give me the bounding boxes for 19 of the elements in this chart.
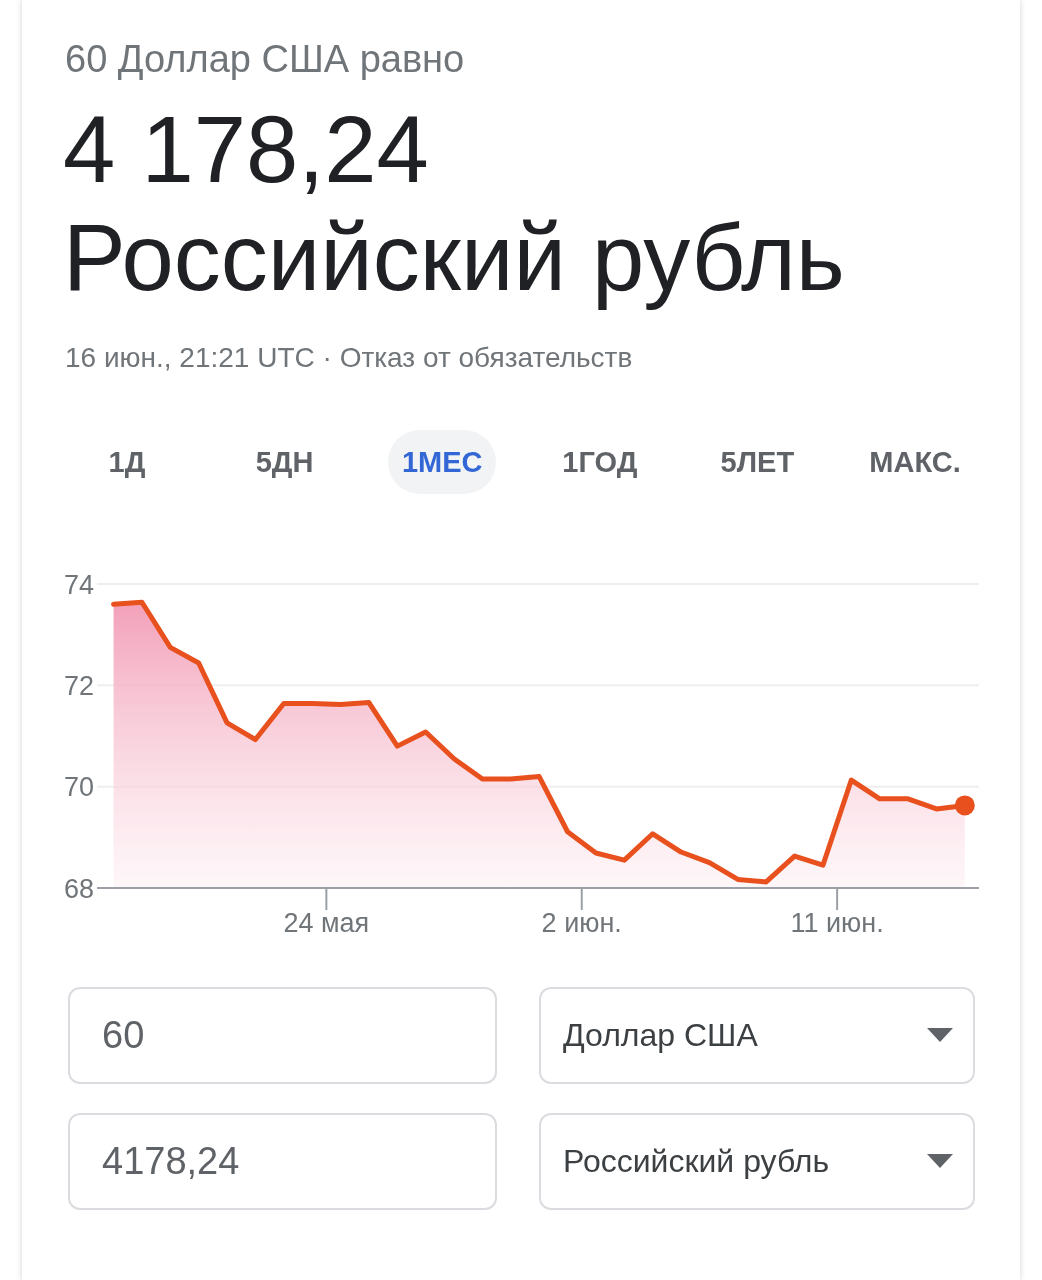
chart-title: 4 178,24 Российский рубль	[63, 96, 845, 312]
text: 1ГОД	[562, 445, 638, 479]
text: МАКС.	[869, 445, 961, 479]
dropdown-field: Доллар США	[539, 987, 975, 1084]
y-tick-label: 74	[63, 569, 94, 600]
text-field: 4178,24	[68, 1113, 497, 1210]
x-tick-label: 24 мая	[283, 908, 370, 939]
text: 1Д	[108, 445, 146, 479]
y-tick-label: 72	[63, 670, 94, 701]
y-tick-label: 68	[63, 873, 94, 904]
x-tick-label: 11 июн.	[790, 908, 884, 939]
text-field: 60	[68, 987, 497, 1084]
text: 16 июн., 21:21 UTC · Отказ от обязательств	[65, 341, 633, 375]
text: 5ЛЕТ	[720, 445, 795, 479]
chart-subtitle: 60 Доллар США равно	[65, 37, 465, 82]
text: 5ДН	[255, 445, 314, 479]
x-tick-label: 2 июн.	[541, 908, 622, 939]
y-tick-label: 70	[63, 772, 94, 803]
dropdown-field: Российский рубль	[539, 1113, 975, 1210]
